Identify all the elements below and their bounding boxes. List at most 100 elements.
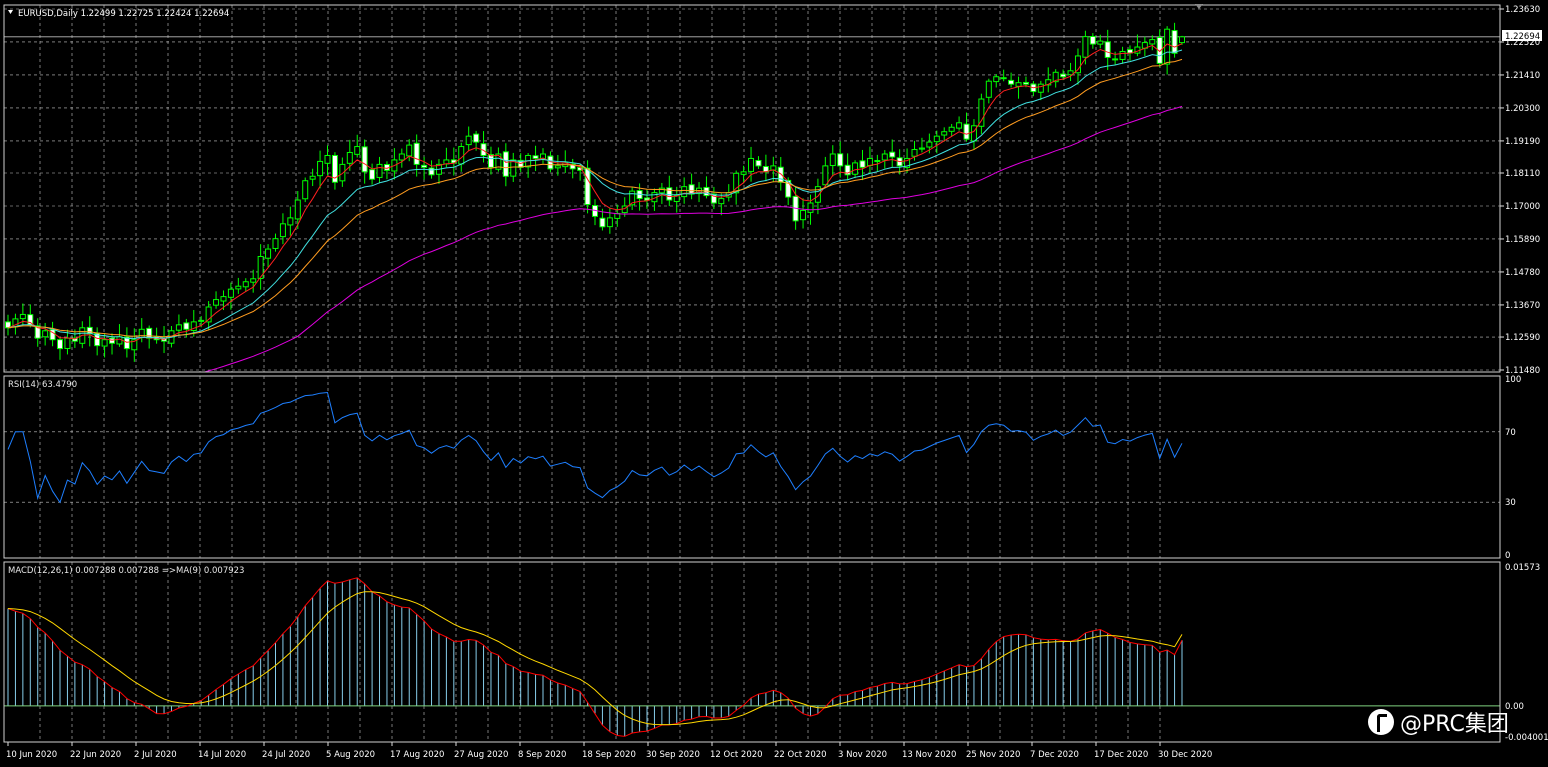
candle[interactable] — [569, 163, 576, 170]
candle[interactable] — [250, 278, 257, 283]
candle[interactable] — [948, 126, 955, 132]
candle[interactable] — [1171, 30, 1178, 54]
candle[interactable] — [242, 281, 249, 288]
candle[interactable] — [539, 153, 546, 160]
candle[interactable] — [309, 175, 316, 180]
candle[interactable] — [874, 160, 881, 163]
candle[interactable] — [644, 197, 651, 201]
candle[interactable] — [346, 152, 353, 164]
candle[interactable] — [755, 160, 762, 167]
candle[interactable] — [220, 296, 227, 302]
candle[interactable] — [933, 135, 940, 143]
candle[interactable] — [324, 154, 331, 164]
rsi-panel[interactable] — [7, 391, 1183, 504]
macd-panel[interactable] — [4, 577, 1500, 737]
candle[interactable] — [1149, 39, 1156, 45]
candle[interactable] — [183, 322, 190, 330]
candle[interactable] — [748, 157, 755, 172]
candle[interactable] — [918, 147, 925, 150]
candle[interactable] — [317, 160, 324, 177]
candle[interactable] — [1164, 28, 1171, 65]
candle[interactable] — [265, 248, 272, 259]
candle[interactable] — [19, 313, 26, 320]
candle[interactable] — [963, 123, 970, 140]
candle[interactable] — [800, 209, 807, 221]
candle[interactable] — [487, 154, 494, 168]
candle[interactable] — [495, 153, 502, 170]
candle[interactable] — [956, 122, 963, 129]
candle[interactable] — [532, 155, 539, 159]
candle[interactable] — [844, 164, 851, 176]
candle[interactable] — [279, 223, 286, 238]
candle[interactable] — [294, 199, 301, 220]
candle[interactable] — [146, 327, 153, 339]
candle[interactable] — [785, 179, 792, 198]
candle[interactable] — [1156, 36, 1163, 64]
candle[interactable] — [138, 328, 145, 339]
candle[interactable] — [1015, 82, 1022, 87]
candle[interactable] — [205, 306, 212, 323]
candle[interactable] — [413, 142, 420, 165]
candle[interactable] — [978, 98, 985, 127]
candle[interactable] — [1000, 77, 1007, 80]
candle[interactable] — [733, 172, 740, 194]
candle[interactable] — [985, 80, 992, 98]
candle[interactable] — [421, 164, 428, 168]
candle[interactable] — [1037, 83, 1044, 93]
candle[interactable] — [852, 162, 859, 175]
candle[interactable] — [190, 321, 197, 332]
candle[interactable] — [227, 288, 234, 298]
candle[interactable] — [57, 339, 64, 350]
candle[interactable] — [1067, 70, 1074, 76]
candle[interactable] — [1045, 79, 1052, 86]
candle[interactable] — [911, 149, 918, 157]
candle[interactable] — [175, 324, 182, 331]
candle[interactable] — [302, 180, 309, 200]
candle[interactable] — [331, 154, 338, 183]
candle[interactable] — [606, 217, 613, 228]
price-panel[interactable] — [5, 22, 1185, 397]
candle[interactable] — [398, 153, 405, 161]
candle[interactable] — [354, 146, 361, 155]
candle[interactable] — [1104, 41, 1111, 58]
candle[interactable] — [904, 157, 911, 168]
candle[interactable] — [1112, 58, 1119, 61]
candle[interactable] — [814, 186, 821, 203]
candle[interactable] — [658, 187, 665, 194]
candle[interactable] — [34, 325, 41, 339]
candle[interactable] — [473, 133, 480, 143]
candle[interactable] — [361, 146, 368, 173]
candle[interactable] — [131, 339, 138, 351]
candle[interactable] — [376, 163, 383, 178]
candle[interactable] — [807, 202, 814, 213]
candle[interactable] — [629, 190, 636, 206]
candle[interactable] — [458, 146, 465, 165]
candle[interactable] — [740, 171, 747, 175]
candle[interactable] — [257, 256, 264, 279]
candle[interactable] — [287, 217, 294, 226]
candle[interactable] — [673, 195, 680, 203]
candle[interactable] — [926, 141, 933, 148]
candle[interactable] — [1119, 50, 1126, 60]
candle[interactable] — [406, 144, 413, 157]
candle[interactable] — [86, 326, 93, 335]
candle[interactable] — [859, 160, 866, 168]
candle[interactable] — [198, 319, 205, 322]
candle[interactable] — [428, 167, 435, 176]
candle[interactable] — [369, 169, 376, 180]
candle[interactable] — [64, 337, 71, 350]
candle[interactable] — [510, 159, 517, 177]
candle[interactable] — [123, 336, 130, 350]
candle[interactable] — [1074, 55, 1081, 74]
candle[interactable] — [502, 151, 509, 177]
candle[interactable] — [71, 337, 78, 342]
candle[interactable] — [1060, 73, 1067, 78]
candle[interactable] — [681, 186, 688, 198]
candle[interactable] — [5, 321, 11, 329]
candle[interactable] — [941, 131, 948, 136]
candle[interactable] — [547, 155, 554, 170]
candle[interactable] — [1179, 36, 1185, 44]
candle[interactable] — [1008, 79, 1015, 85]
candle[interactable] — [1022, 81, 1029, 85]
